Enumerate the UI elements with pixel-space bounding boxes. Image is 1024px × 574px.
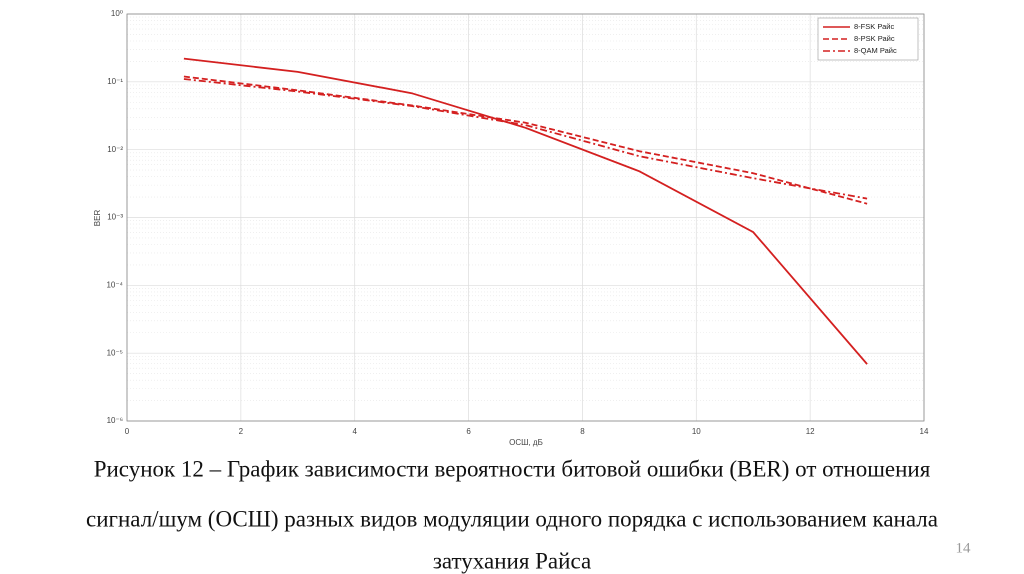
legend-label: 8-PSK Райс	[854, 34, 895, 43]
caption-line: сигнал/шум (ОСШ) разных видов модуляции …	[86, 506, 938, 531]
y-tick-label: 10⁻¹	[107, 77, 123, 86]
x-tick-label: 0	[125, 427, 130, 436]
axes-box	[126, 13, 925, 422]
y-tick-label: 10⁻⁴	[106, 280, 123, 289]
y-axis-label: BER	[93, 210, 102, 227]
x-tick-label: 10	[692, 427, 701, 436]
series-line	[183, 75, 868, 205]
x-tick-label: 6	[466, 427, 471, 436]
x-axis-label: ОСШ, дБ	[509, 438, 543, 447]
series-line	[183, 57, 868, 365]
caption-line: Рисунок 12 – График зависимости вероятно…	[94, 456, 931, 481]
page-number: 14	[956, 540, 972, 556]
legend-label: 8-QAM Райс	[854, 46, 897, 55]
x-tick-label: 4	[352, 427, 357, 436]
y-tick-label: 10⁻³	[107, 213, 123, 222]
y-tick-label: 10⁻²	[107, 145, 123, 154]
x-tick-label: 2	[239, 427, 244, 436]
legend-label: 8-FSK Райс	[854, 22, 894, 31]
caption-line: затухания Райса	[433, 548, 591, 573]
y-tick-label: 10⁰	[111, 9, 123, 18]
x-tick-label: 14	[920, 427, 929, 436]
x-tick-label: 12	[806, 427, 815, 436]
y-tick-label: 10⁻⁵	[107, 348, 123, 357]
y-tick-label: 10⁻⁶	[107, 416, 123, 425]
x-tick-label: 8	[580, 427, 585, 436]
